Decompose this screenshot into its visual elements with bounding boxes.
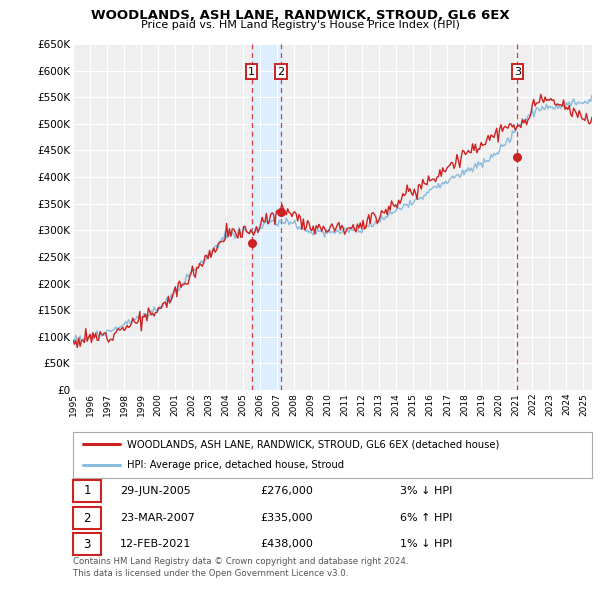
Text: Price paid vs. HM Land Registry's House Price Index (HPI): Price paid vs. HM Land Registry's House … — [140, 20, 460, 30]
Text: 2: 2 — [277, 67, 284, 77]
Text: 1% ↓ HPI: 1% ↓ HPI — [400, 539, 452, 549]
Text: £335,000: £335,000 — [260, 513, 313, 523]
Text: 3: 3 — [83, 537, 91, 550]
Text: £276,000: £276,000 — [260, 486, 313, 496]
Text: WOODLANDS, ASH LANE, RANDWICK, STROUD, GL6 6EX (detached house): WOODLANDS, ASH LANE, RANDWICK, STROUD, G… — [127, 440, 500, 450]
Text: WOODLANDS, ASH LANE, RANDWICK, STROUD, GL6 6EX: WOODLANDS, ASH LANE, RANDWICK, STROUD, G… — [91, 9, 509, 22]
Bar — [251, 44, 281, 390]
Text: 3: 3 — [514, 67, 521, 77]
Text: 3% ↓ HPI: 3% ↓ HPI — [400, 486, 452, 496]
Text: 1: 1 — [248, 67, 255, 77]
Text: HPI: Average price, detached house, Stroud: HPI: Average price, detached house, Stro… — [127, 460, 344, 470]
Text: 29-JUN-2005: 29-JUN-2005 — [120, 486, 191, 496]
Text: 2: 2 — [83, 512, 91, 525]
Text: 23-MAR-2007: 23-MAR-2007 — [120, 513, 195, 523]
Text: 6% ↑ HPI: 6% ↑ HPI — [400, 513, 452, 523]
Text: 12-FEB-2021: 12-FEB-2021 — [120, 539, 191, 549]
Text: Contains HM Land Registry data © Crown copyright and database right 2024.
This d: Contains HM Land Registry data © Crown c… — [73, 557, 409, 578]
Text: 1: 1 — [83, 484, 91, 497]
Text: £438,000: £438,000 — [260, 539, 313, 549]
